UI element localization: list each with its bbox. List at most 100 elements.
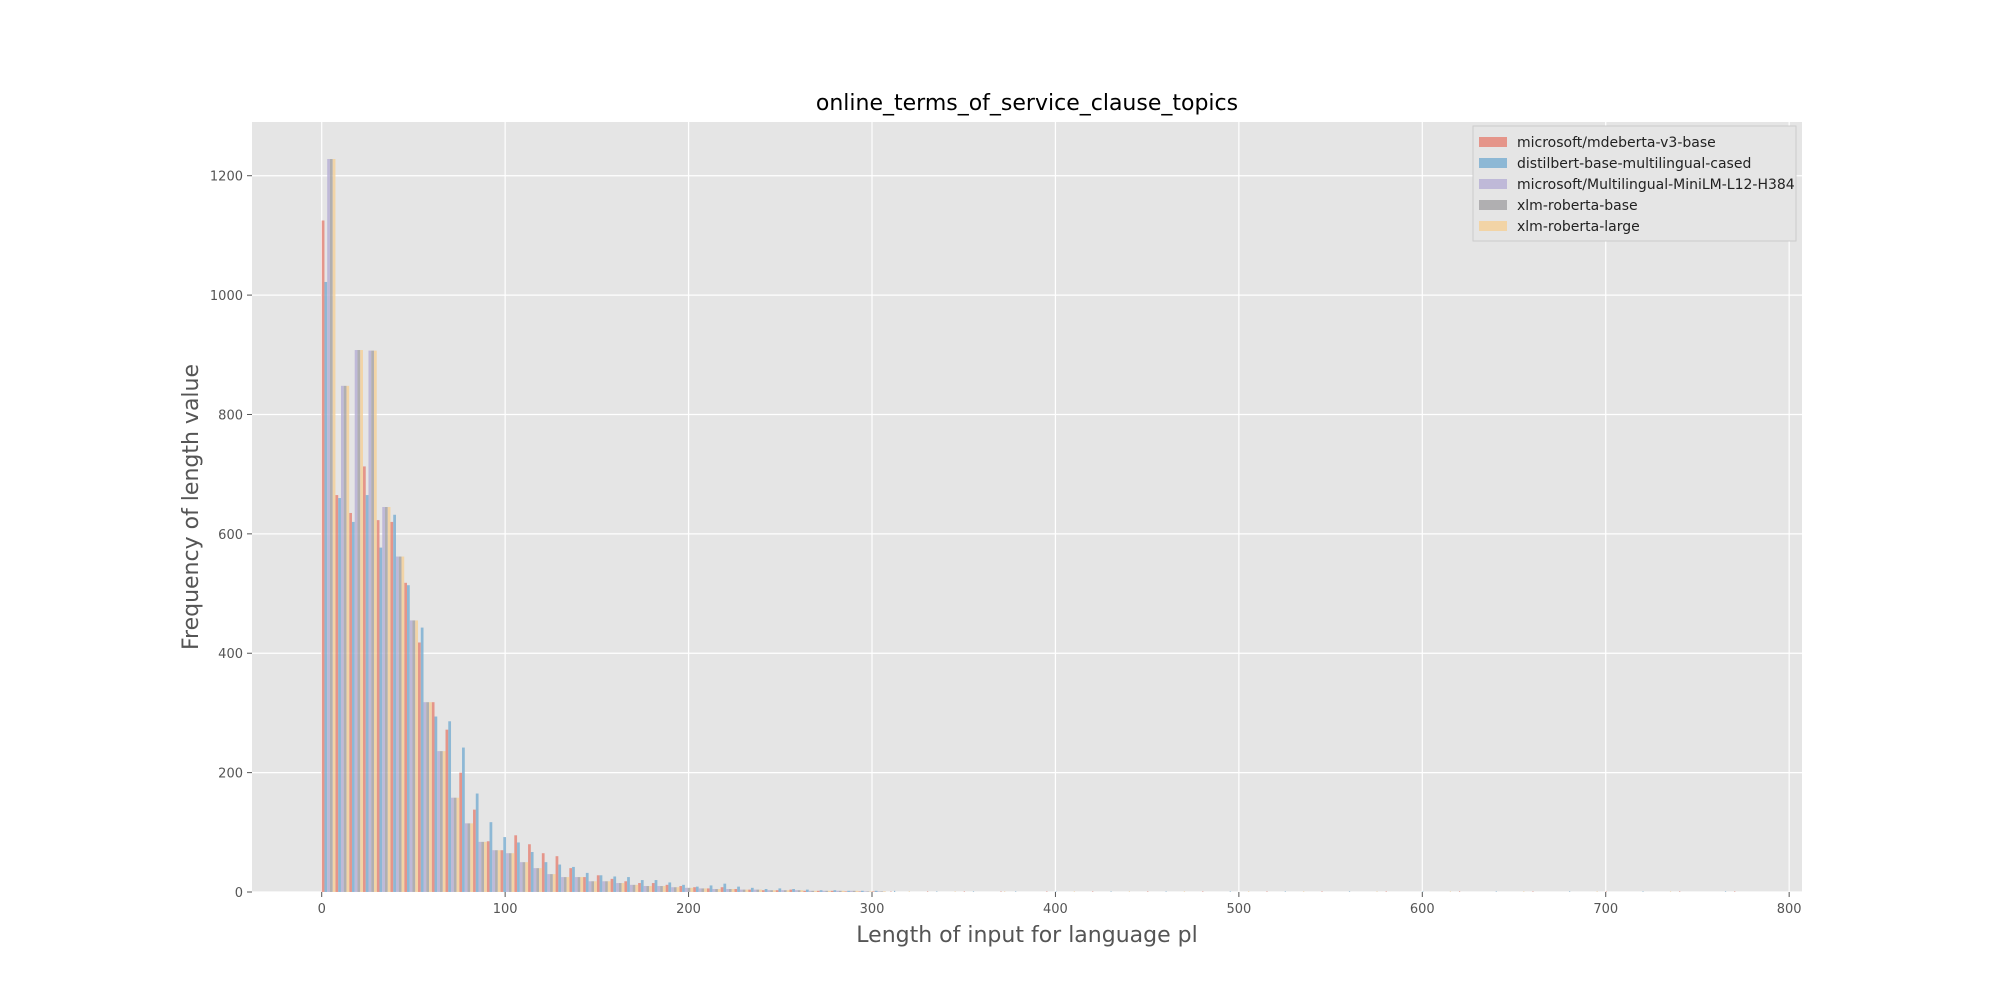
bar	[778, 888, 782, 892]
bar	[676, 887, 680, 892]
bar	[1734, 891, 1736, 892]
bar	[1348, 891, 1351, 892]
bar	[698, 888, 702, 892]
bar	[704, 888, 707, 892]
y-tick-label: 600	[218, 528, 243, 543]
bar	[448, 721, 452, 892]
bar	[877, 891, 881, 892]
bar	[1128, 891, 1131, 892]
bar	[883, 891, 886, 892]
bar	[972, 891, 975, 892]
bar	[731, 889, 735, 892]
bar	[693, 887, 696, 892]
bar	[816, 890, 820, 892]
bar	[550, 874, 553, 892]
bar	[1569, 891, 1571, 892]
bar	[459, 772, 463, 892]
bar	[1266, 891, 1268, 892]
bar	[418, 642, 421, 892]
bar	[654, 880, 658, 892]
bar	[503, 837, 507, 892]
bar	[384, 507, 388, 892]
bar	[646, 886, 650, 892]
plot-area	[252, 122, 1802, 892]
bar	[368, 350, 372, 892]
bar	[470, 823, 474, 892]
bar	[651, 883, 655, 892]
bar	[379, 547, 383, 892]
bar	[715, 889, 718, 892]
y-tick-label: 800	[218, 408, 243, 423]
bar	[338, 498, 341, 892]
bar	[1422, 891, 1424, 892]
bar	[547, 874, 551, 892]
bar	[561, 877, 564, 892]
legend: microsoft/mdeberta-v3-base distilbert-bas…	[1472, 125, 1797, 242]
bar	[723, 883, 727, 892]
x-tick-label: 100	[493, 902, 518, 917]
bar	[420, 627, 424, 892]
bar	[880, 891, 884, 892]
bar	[679, 886, 683, 892]
bar	[478, 841, 482, 892]
bar	[566, 877, 570, 892]
bar	[434, 716, 438, 892]
bar	[629, 884, 633, 892]
bar	[800, 890, 804, 892]
bar	[569, 868, 573, 892]
bar	[327, 159, 330, 892]
bar	[671, 887, 674, 892]
bar	[373, 350, 377, 892]
bar	[682, 884, 685, 892]
bar	[767, 890, 771, 892]
bar	[522, 862, 526, 892]
bar	[890, 891, 892, 892]
bar	[1385, 891, 1387, 892]
bar	[602, 881, 606, 892]
bar	[690, 887, 694, 892]
bar	[607, 881, 611, 892]
bar	[431, 702, 435, 892]
y-axis-label: Frequency of length value	[179, 364, 204, 650]
bar	[1642, 891, 1644, 892]
bar	[357, 350, 361, 892]
bar	[412, 620, 416, 892]
bar	[536, 868, 540, 892]
bar	[577, 877, 581, 892]
bar	[533, 868, 537, 892]
bar	[927, 891, 929, 892]
bar	[500, 850, 504, 892]
x-axis-label: Length of input for language pl	[856, 923, 1197, 948]
bar	[632, 884, 636, 892]
bar	[539, 868, 542, 892]
bar	[852, 890, 856, 892]
bar	[563, 877, 567, 892]
y-axis-ticks: 0 200 400 600 800 1000 1200	[210, 170, 252, 901]
bar	[390, 521, 394, 892]
bar	[588, 881, 592, 892]
bar	[753, 889, 757, 892]
bar	[701, 888, 705, 892]
bar	[585, 872, 589, 892]
bar	[541, 853, 545, 892]
bar	[594, 881, 597, 892]
bar	[552, 874, 556, 892]
bar	[464, 823, 468, 892]
bar	[610, 878, 614, 892]
x-tick-label: 400	[1043, 902, 1068, 917]
bar	[764, 889, 768, 892]
bar	[519, 862, 523, 892]
bar	[649, 886, 652, 892]
bar	[506, 853, 509, 892]
bar	[423, 702, 427, 892]
bar	[855, 890, 859, 892]
bar	[514, 835, 518, 892]
bar	[874, 890, 878, 892]
bar	[354, 350, 358, 892]
bar	[1055, 891, 1057, 892]
bar	[726, 889, 729, 892]
bar	[362, 466, 366, 892]
bar	[756, 889, 760, 892]
bar	[775, 890, 779, 892]
legend-swatch	[1479, 137, 1507, 147]
